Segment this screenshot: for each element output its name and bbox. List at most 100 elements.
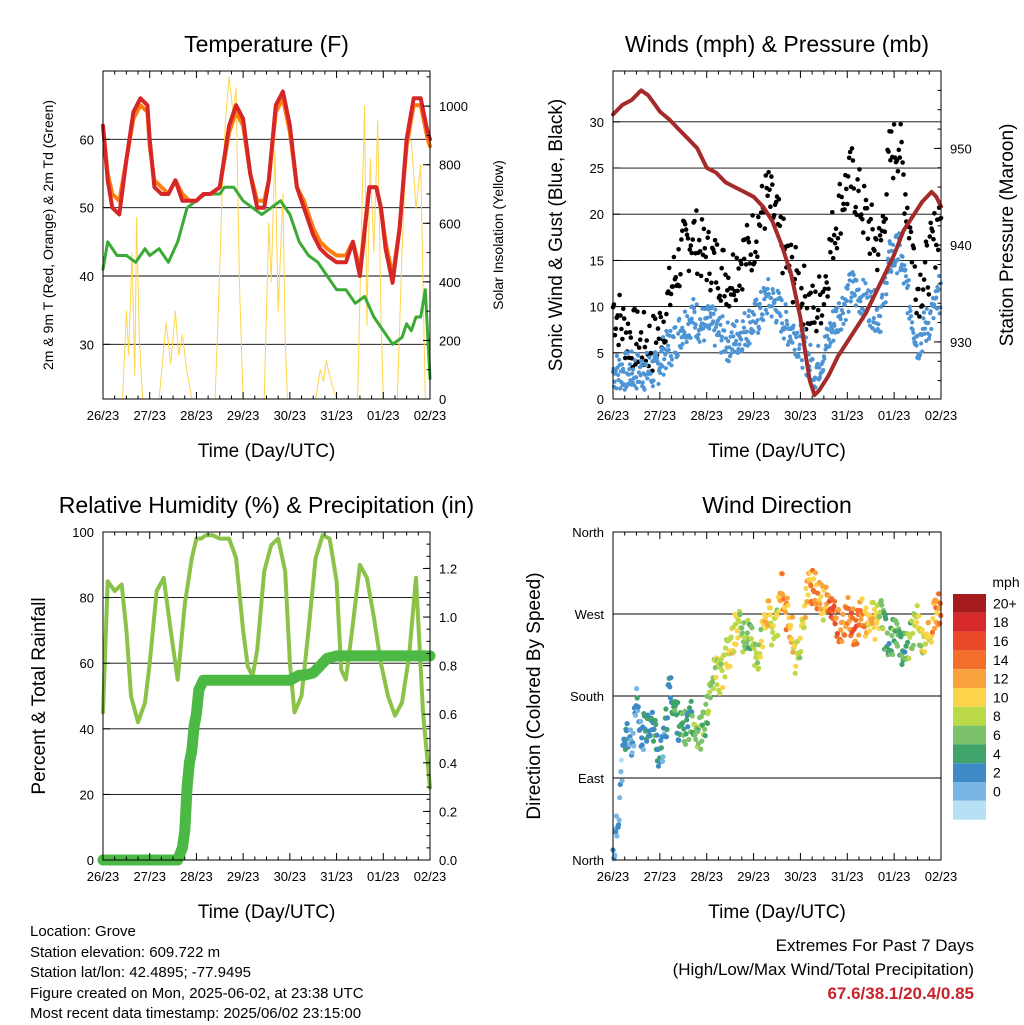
extremes-values: 67.6/38.1/20.4/0.85 — [827, 984, 974, 1003]
wind-point — [688, 335, 693, 340]
y2-axis-label: Station Pressure (Maroon) — [997, 124, 1018, 347]
x-tick-label: 27/23 — [133, 408, 166, 423]
wind-point — [797, 346, 802, 351]
wind-point — [795, 330, 800, 335]
direction-point — [767, 605, 774, 611]
gust-point — [667, 302, 673, 308]
wind-point — [618, 386, 623, 391]
direction-point — [817, 606, 824, 612]
wind-point — [858, 299, 863, 304]
direction-point — [686, 705, 693, 711]
gust-point — [842, 207, 847, 212]
wind-point — [654, 352, 659, 357]
gust-point — [845, 174, 851, 179]
gust-point — [629, 356, 634, 361]
gust-point — [855, 177, 860, 182]
wind-point — [666, 343, 671, 348]
y-axis-label: Direction (Colored By Speed) — [524, 572, 545, 819]
gust-point — [711, 250, 717, 256]
direction-point — [691, 721, 698, 728]
y-tick-label: 30 — [590, 115, 604, 130]
wind-point — [647, 355, 652, 360]
wind-point — [663, 366, 669, 371]
direction-point — [792, 643, 798, 649]
wind-point — [617, 357, 622, 362]
gust-point — [903, 192, 908, 197]
y-tick-label: 30 — [80, 337, 94, 352]
wind-point — [730, 347, 735, 352]
direction-point — [652, 717, 658, 724]
direction-point — [874, 602, 880, 609]
direction-point — [714, 682, 720, 688]
wind-point — [758, 306, 763, 311]
x-tick-label: 02/23 — [925, 869, 958, 884]
wind-point — [908, 314, 914, 319]
wind-point — [830, 309, 836, 314]
direction-point — [774, 612, 780, 619]
y2-axis-label: Solar Insolation (Yellow) — [490, 160, 506, 310]
y2-tick-label: 0.2 — [439, 804, 457, 819]
wind-point — [774, 318, 779, 323]
x-tick-label: 26/23 — [597, 869, 630, 884]
gust-point — [874, 237, 879, 242]
precipitation-line — [97, 650, 436, 866]
wind-point — [856, 287, 861, 292]
direction-point — [640, 746, 647, 753]
gust-point — [627, 330, 633, 335]
insolation-line — [263, 149, 288, 399]
wind-point — [701, 326, 706, 331]
gust-point — [826, 286, 831, 292]
gust-point — [875, 267, 880, 273]
gust-point — [884, 192, 889, 197]
gust-point — [734, 255, 739, 261]
direction-point — [769, 642, 775, 648]
direction-point — [712, 665, 718, 671]
wind-point — [729, 330, 734, 335]
direction-point — [739, 630, 745, 636]
wind-point — [712, 343, 717, 348]
direction-point — [910, 642, 916, 648]
wind-point — [769, 314, 774, 319]
insolation-line — [357, 105, 384, 399]
insolation-series — [122, 76, 426, 399]
wind-point — [668, 328, 673, 334]
direction-point — [680, 720, 686, 726]
gust-point — [740, 287, 745, 292]
y-tick-label: West — [575, 607, 605, 622]
gust-point — [713, 280, 719, 285]
wind-point — [650, 384, 656, 389]
y2-tick-label: 950 — [950, 141, 972, 156]
gust-point — [770, 182, 775, 187]
gust-point — [754, 239, 759, 244]
y-tick-label: 0 — [87, 853, 94, 868]
gust-point — [867, 251, 873, 256]
direction-point — [722, 645, 729, 651]
wind-point — [742, 311, 747, 316]
wind-point — [905, 311, 910, 316]
gust-point — [773, 199, 779, 205]
wind-point — [702, 338, 707, 343]
wind-point — [923, 326, 928, 331]
wind-point — [644, 350, 649, 355]
direction-point — [797, 635, 803, 641]
wind-point — [736, 347, 741, 352]
wind-point — [739, 337, 744, 342]
direction-point — [695, 728, 701, 735]
direction-point — [650, 738, 657, 744]
wind-point — [656, 381, 661, 387]
gust-point — [825, 294, 830, 299]
wind-point — [794, 335, 799, 340]
wind-point — [790, 340, 795, 345]
direction-point — [880, 626, 886, 632]
colorbar-swatch — [953, 669, 986, 688]
direction-point — [823, 584, 829, 590]
gust-point — [886, 149, 891, 154]
gust-point — [839, 194, 844, 200]
wind-point — [637, 379, 642, 385]
wind-point — [671, 335, 676, 340]
direction-point — [905, 639, 911, 646]
wind-point — [732, 323, 737, 328]
wind-point — [673, 325, 678, 330]
wind-point — [613, 368, 618, 374]
